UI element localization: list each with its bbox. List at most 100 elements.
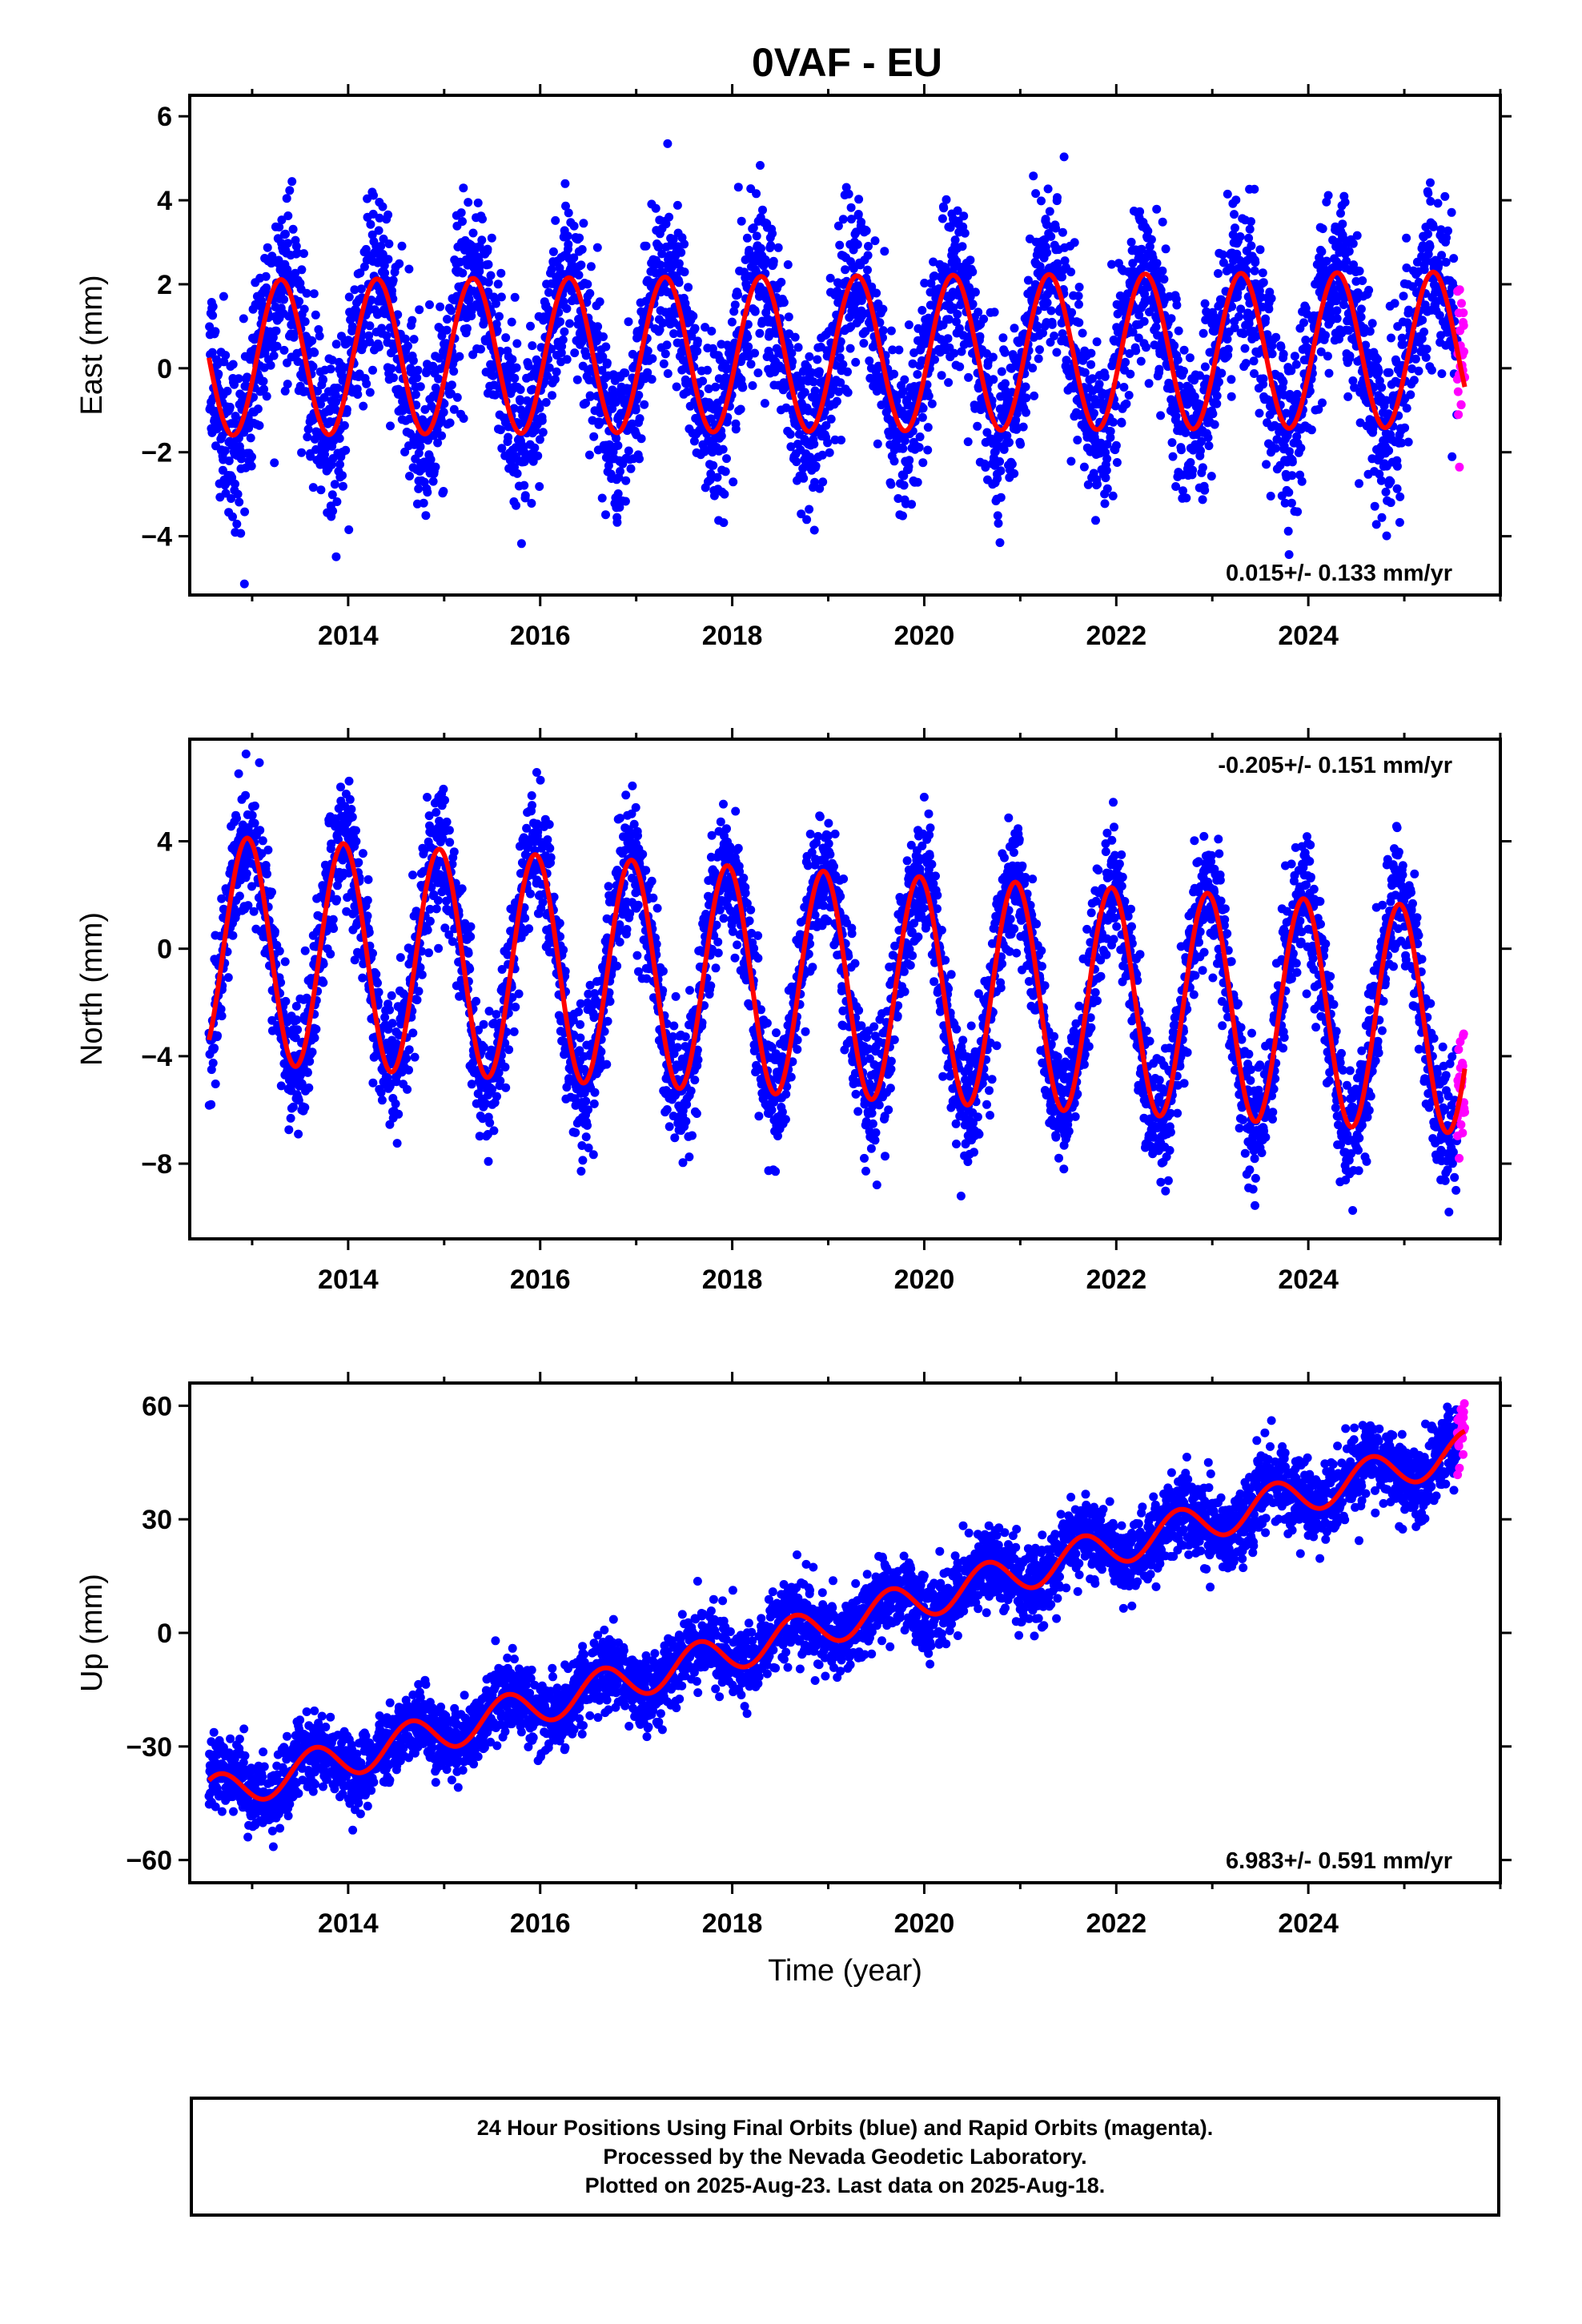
final-orbit-point xyxy=(805,352,814,361)
final-orbit-point xyxy=(311,1024,321,1034)
final-orbit-point xyxy=(599,332,608,341)
final-orbit-point xyxy=(1402,233,1411,243)
final-orbit-point xyxy=(347,805,356,814)
final-orbit-point xyxy=(802,515,812,525)
final-orbit-point xyxy=(1259,374,1268,384)
final-orbit-point xyxy=(439,487,448,496)
final-orbit-point xyxy=(543,372,552,380)
final-orbit-point xyxy=(592,243,602,252)
final-orbit-point xyxy=(920,279,930,287)
final-orbit-point xyxy=(387,286,396,296)
final-orbit-point xyxy=(286,1113,295,1123)
rapid-orbit-point xyxy=(1455,285,1464,295)
final-orbit-point xyxy=(544,287,553,297)
final-orbit-point xyxy=(1070,238,1079,247)
final-orbit-point xyxy=(731,424,741,434)
final-orbit-point xyxy=(937,371,946,380)
final-orbit-point xyxy=(721,467,730,476)
final-orbit-point xyxy=(1156,411,1166,420)
final-orbit-point xyxy=(601,510,610,520)
final-orbit-point xyxy=(737,216,746,226)
final-orbit-point xyxy=(1066,456,1076,466)
final-orbit-point xyxy=(1171,412,1181,421)
final-orbit-point xyxy=(996,493,1006,502)
final-orbit-point xyxy=(841,183,851,192)
final-orbit-point xyxy=(389,373,398,383)
final-orbit-point xyxy=(1247,217,1255,227)
final-orbit-point xyxy=(1012,408,1022,418)
final-orbit-point xyxy=(258,836,267,846)
final-orbit-point xyxy=(1255,245,1265,255)
final-orbit-point xyxy=(825,448,834,457)
final-orbit-point xyxy=(516,396,525,406)
final-orbit-point xyxy=(331,340,341,349)
final-orbit-point xyxy=(865,356,874,366)
final-orbit-point xyxy=(564,239,573,249)
final-orbit-point xyxy=(612,433,621,443)
final-orbit-point xyxy=(1142,343,1150,352)
final-orbit-point xyxy=(953,206,962,215)
final-orbit-point xyxy=(447,380,456,390)
final-orbit-point xyxy=(456,208,466,218)
final-orbit-point xyxy=(669,235,678,244)
final-orbit-point xyxy=(924,392,934,400)
final-orbit-point xyxy=(560,179,570,188)
final-orbit-point xyxy=(486,271,496,280)
final-orbit-point xyxy=(581,351,591,360)
final-orbit-point xyxy=(655,325,665,335)
final-orbit-point xyxy=(284,1125,294,1135)
final-orbit-point xyxy=(283,211,293,220)
final-orbit-point xyxy=(575,233,584,243)
final-orbit-point xyxy=(246,433,255,443)
final-orbit-point xyxy=(1124,391,1134,400)
final-orbit-point xyxy=(1078,328,1087,338)
final-orbit-point xyxy=(889,456,899,466)
final-orbit-point xyxy=(836,378,845,388)
final-orbit-point xyxy=(1231,195,1241,205)
final-orbit-point xyxy=(927,399,937,408)
final-orbit-point xyxy=(250,818,259,828)
final-orbit-point xyxy=(825,273,835,283)
final-orbit-point xyxy=(973,421,982,431)
final-orbit-point xyxy=(1279,377,1288,387)
final-orbit-point xyxy=(426,455,436,464)
final-orbit-point xyxy=(270,458,279,468)
final-orbit-point xyxy=(872,288,881,298)
final-orbit-point xyxy=(1371,520,1381,529)
final-orbit-point xyxy=(241,790,251,800)
final-orbit-point xyxy=(577,245,587,254)
final-orbit-point xyxy=(851,357,861,367)
final-orbit-point xyxy=(1091,516,1100,525)
final-orbit-point xyxy=(733,183,743,192)
final-orbit-point xyxy=(291,242,301,251)
final-orbit-point xyxy=(583,279,592,289)
final-orbit-point xyxy=(641,241,651,251)
final-orbit-point xyxy=(941,263,950,272)
final-orbit-point xyxy=(1042,298,1052,308)
final-orbit-point xyxy=(898,511,907,521)
final-orbit-point xyxy=(1231,223,1239,233)
final-orbit-point xyxy=(445,418,455,428)
final-orbit-point xyxy=(810,386,820,396)
final-orbit-point xyxy=(283,380,292,389)
final-orbit-point xyxy=(1158,217,1167,227)
final-orbit-point xyxy=(281,996,291,1006)
y-axis-label: East (mm) xyxy=(75,275,109,415)
final-orbit-point xyxy=(598,352,608,361)
final-orbit-point xyxy=(975,332,985,341)
final-orbit-point xyxy=(846,203,856,212)
final-orbit-point xyxy=(1139,316,1149,326)
final-orbit-point xyxy=(1122,399,1131,408)
final-orbit-point xyxy=(271,326,281,336)
final-orbit-point xyxy=(261,861,271,870)
final-orbit-point xyxy=(1066,267,1076,277)
final-orbit-point xyxy=(1318,224,1327,234)
final-orbit-point xyxy=(336,782,345,792)
final-orbit-point xyxy=(559,297,568,307)
final-orbit-point xyxy=(1207,472,1216,481)
final-orbit-point xyxy=(628,349,637,359)
final-orbit-point xyxy=(516,385,525,394)
final-orbit-point xyxy=(1440,191,1450,201)
final-orbit-point xyxy=(464,198,473,207)
final-orbit-point xyxy=(477,235,487,245)
